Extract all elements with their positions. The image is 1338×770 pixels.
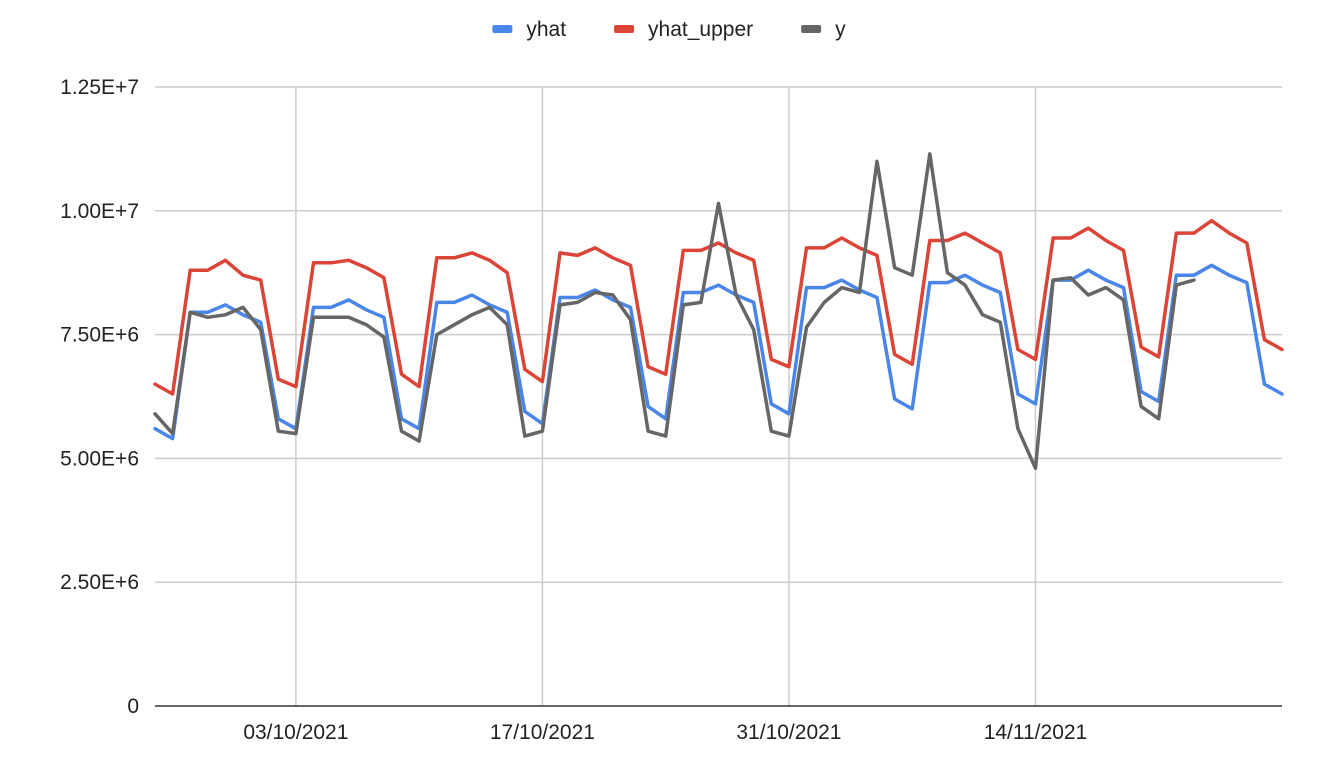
x-tick-label: 31/10/2021 — [736, 721, 841, 744]
y-tick-label: 7.50E+6 — [60, 324, 139, 347]
legend-item-yhat[interactable]: yhat — [492, 18, 566, 41]
series-line-yhat-upper — [153, 218, 1284, 396]
y-tick-label: 1.25E+7 — [60, 76, 139, 99]
x-tick-label: 17/10/2021 — [490, 721, 595, 744]
legend-item-y[interactable]: y — [801, 18, 846, 41]
grid-layer — [155, 86, 1282, 706]
y-tick-label: 2.50E+6 — [60, 571, 139, 594]
axis-layer: 0 2.50E+6 5.00E+6 7.50E+6 1.00E+7 1.25E+7 03/1… — [60, 76, 1282, 744]
y-tick-label: 1.00E+7 — [60, 200, 139, 223]
legend-label: yhat — [526, 18, 566, 41]
legend-swatch — [801, 25, 822, 33]
series-layer — [153, 152, 1284, 471]
legend-swatch — [614, 25, 635, 33]
legend-swatch — [492, 25, 513, 33]
x-tick-label: 03/10/2021 — [243, 721, 348, 744]
y-tick-label: 5.00E+6 — [60, 447, 139, 470]
legend-item-yhat-upper[interactable]: yhat_upper — [614, 18, 753, 41]
series-line-yhat — [153, 263, 1284, 441]
y-tick-label: 0 — [127, 695, 139, 718]
series-line-y — [153, 152, 1196, 471]
x-tick-label: 14/11/2021 — [984, 721, 1088, 744]
legend-label: yhat_upper — [648, 18, 753, 41]
legend-label: y — [835, 18, 846, 41]
legend: yhat yhat_upper y — [492, 18, 846, 41]
